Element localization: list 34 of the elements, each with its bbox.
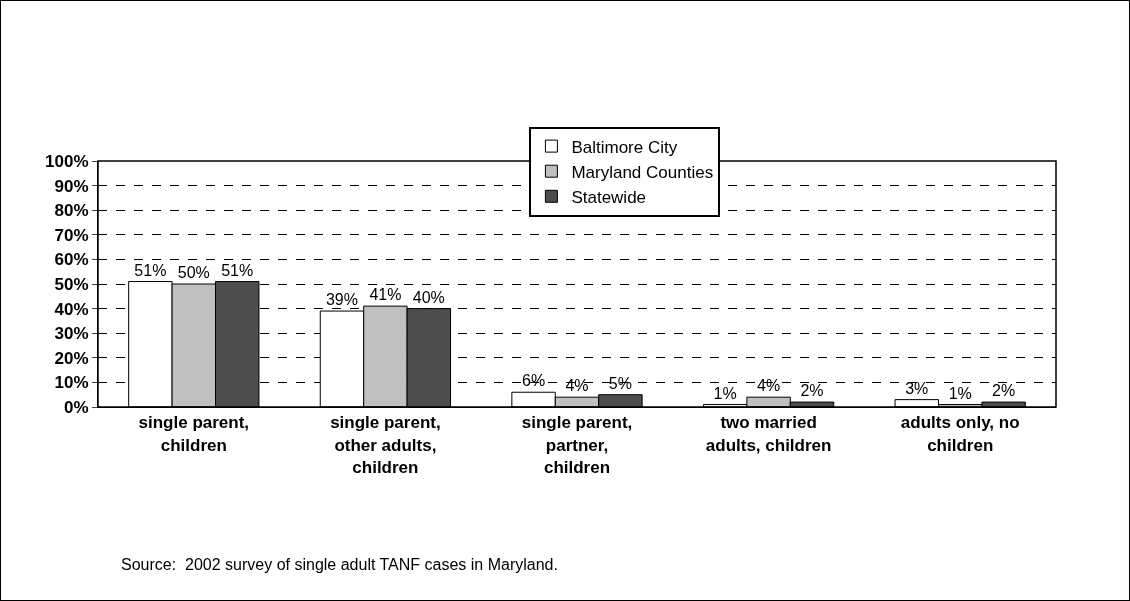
y-tick-label: 90% bbox=[54, 176, 89, 196]
legend-label: Statewide bbox=[571, 187, 647, 207]
data-label: 4% bbox=[565, 377, 589, 395]
data-label: 2% bbox=[992, 382, 1016, 400]
data-label: 6% bbox=[522, 372, 546, 390]
y-tick-label: 10% bbox=[54, 373, 89, 393]
source-note: Source: 2002 survey of single adult TANF cases in Maryland. bbox=[121, 556, 558, 573]
x-tick-label: single parent, partner, children bbox=[521, 413, 633, 477]
data-label: 2% bbox=[800, 382, 824, 400]
y-tick-label: 50% bbox=[54, 274, 89, 294]
data-label: 1% bbox=[948, 384, 972, 402]
y-tick-label: 30% bbox=[54, 324, 89, 344]
data-label: 50% bbox=[177, 264, 210, 281]
y-tick-label: 100% bbox=[45, 151, 89, 171]
x-tick-label: single parent, children bbox=[138, 413, 250, 455]
data-label: 51% bbox=[221, 261, 254, 279]
data-label: 39% bbox=[325, 291, 358, 309]
data-label: 5% bbox=[608, 374, 632, 392]
data-label: 40% bbox=[412, 288, 445, 306]
y-tick-label: 60% bbox=[54, 250, 89, 270]
legend-label: Baltimore City bbox=[571, 137, 678, 157]
data-label: 4% bbox=[757, 377, 781, 395]
y-tick-label: 0% bbox=[64, 397, 89, 417]
y-tick-label: 70% bbox=[54, 225, 89, 245]
data-label: 41% bbox=[369, 286, 402, 304]
x-tick-label: two married adults, children bbox=[705, 413, 832, 455]
x-tick-label: adults only, no children bbox=[900, 413, 1020, 455]
x-tick-label: single parent, other adults, children bbox=[330, 413, 441, 477]
y-tick-label: 40% bbox=[54, 299, 89, 319]
data-label: 51% bbox=[134, 261, 167, 279]
legend-label: Maryland Counties bbox=[571, 162, 714, 182]
y-tick-label: 20% bbox=[54, 348, 89, 368]
data-label: 1% bbox=[713, 384, 737, 402]
y-tick-label: 80% bbox=[54, 201, 89, 221]
